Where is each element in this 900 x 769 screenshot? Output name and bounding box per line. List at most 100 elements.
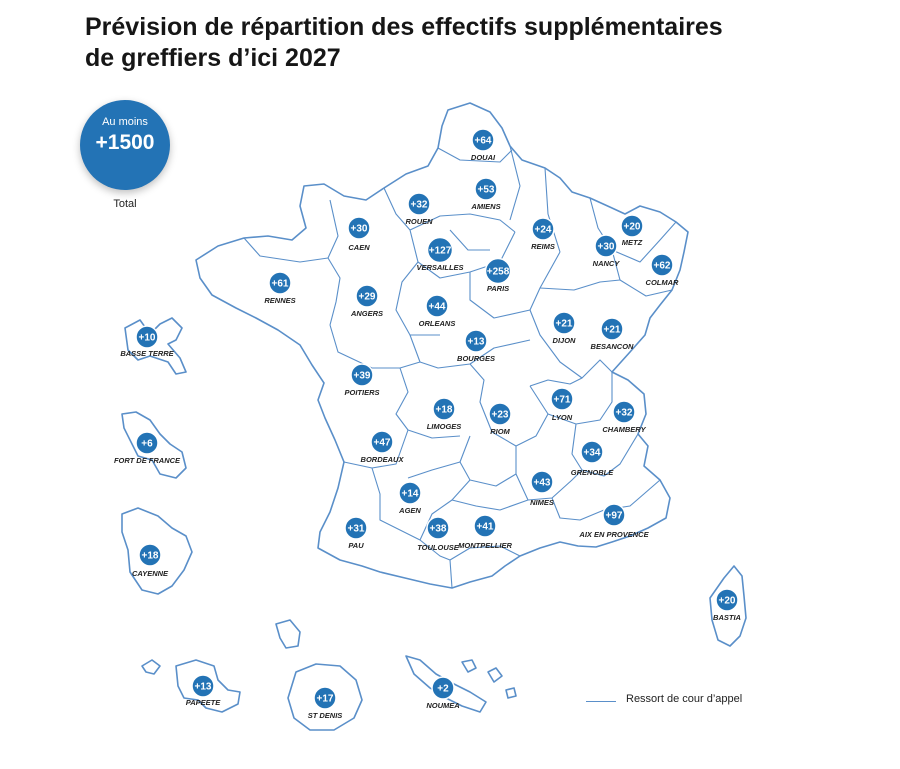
court-name-label: ANGERS [350, 309, 383, 318]
court-name-label: AIX EN PROVENCE [578, 530, 649, 539]
court-marker-limoges: +18 LIMOGES [427, 397, 462, 431]
court-marker-amiens: +53 AMIENS [470, 177, 501, 211]
court-name-label: ORLEANS [419, 319, 456, 328]
court-value: +6 [141, 439, 153, 450]
court-name-label: COLMAR [646, 278, 679, 287]
court-region-borders [243, 145, 677, 589]
court-marker-metz: +20 METZ [620, 214, 644, 247]
loyalty-islands-outline [461, 659, 477, 673]
court-marker-nimes: +43 NIMES [530, 470, 554, 507]
court-value: +30 [351, 224, 368, 235]
court-marker-colmar: +62 COLMAR [646, 253, 679, 287]
court-value: +13 [468, 337, 485, 348]
court-name-label: NOUMEA [426, 701, 459, 710]
court-badge-circle [471, 128, 495, 152]
court-name-label: DIJON [553, 336, 577, 345]
court-value: +71 [554, 395, 571, 406]
court-badge-circle [464, 329, 488, 353]
court-badge-circle [488, 402, 512, 426]
court-marker-cayenne: +18 CAYENNE [132, 543, 169, 578]
court-value: +62 [654, 261, 671, 272]
loyalty-islands-outline-2 [487, 667, 503, 683]
court-marker-fort-de-france: +6 FORT DE FRANCE [114, 431, 181, 465]
court-value: +32 [411, 200, 428, 211]
court-value: +17 [317, 694, 334, 705]
loyalty-islands-outline-3 [505, 687, 517, 699]
court-marker-riom: +23 RIOM [488, 402, 512, 436]
moorea-outline [141, 659, 161, 675]
new-caledonia-outline [405, 655, 487, 713]
title-line-1: Prévision de répartition des effectifs s… [85, 13, 723, 41]
court-marker-paris: +258 PARIS [484, 257, 512, 293]
court-badge-circle [650, 253, 674, 277]
court-marker-chambery: +32 CHAMBERY [602, 400, 647, 434]
court-name-label: GRENOBLE [571, 468, 615, 477]
court-value: +23 [492, 410, 509, 421]
court-marker-agen: +14 AGEN [398, 481, 422, 515]
court-name-label: LIMOGES [427, 422, 462, 431]
court-badge-circle [344, 516, 368, 540]
court-marker-reims: +24 REIMS [531, 217, 555, 251]
overseas-territories [121, 317, 747, 731]
mayotte-outline [275, 619, 301, 649]
court-value: +41 [477, 522, 494, 533]
court-name-label: POITIERS [344, 388, 379, 397]
court-badge-circle [432, 397, 456, 421]
court-name-label: BOURGES [457, 354, 495, 363]
court-marker-caen: +30 CAEN [347, 216, 371, 252]
court-value: +53 [478, 185, 495, 196]
court-name-label: RIOM [490, 427, 510, 436]
court-marker-toulouse: +38 TOULOUSE [417, 516, 460, 552]
court-marker-basse-terre: +10 BASSE TERRE [120, 325, 175, 358]
court-value: +39 [354, 371, 371, 382]
court-badge-circle [426, 516, 450, 540]
court-badge-circle [398, 481, 422, 505]
france-mainland-outline [195, 102, 689, 589]
court-value: +18 [436, 405, 453, 416]
court-name-label: FORT DE FRANCE [114, 456, 181, 465]
guadeloupe-outline [124, 317, 187, 375]
court-marker-nancy: +30 NANCY [593, 234, 620, 268]
total-value: +1500 [95, 131, 155, 154]
court-badge-circle [620, 214, 644, 238]
court-value: +21 [604, 325, 621, 336]
guyane-outline [121, 507, 193, 595]
court-value: +43 [534, 478, 551, 489]
court-badge-circle [347, 216, 371, 240]
court-value: +127 [429, 246, 452, 257]
court-marker-besancon: +21 BESANCON [591, 317, 635, 351]
court-badge-circle [268, 271, 292, 295]
court-badge-circle [580, 440, 604, 464]
court-marker-lyon: +71 LYON [550, 387, 574, 422]
court-badge-circle [138, 543, 162, 567]
court-marker-bourges: +13 BOURGES [457, 329, 495, 363]
court-badge-circle [530, 470, 554, 494]
court-value: +61 [272, 279, 289, 290]
court-badge-circle [431, 676, 455, 700]
court-value: +20 [719, 596, 736, 607]
court-name-label: BESANCON [591, 342, 635, 351]
court-name-label: CAYENNE [132, 569, 169, 578]
court-marker-aix-en-provence: +97 AIX EN PROVENCE [578, 503, 650, 539]
court-marker-st-denis: +17 ST DENIS [308, 686, 342, 720]
court-badges: +64 DOUAI +53 AMIENS +32 ROUEN +30 CAEN +127 VERS… [114, 128, 741, 720]
court-name-label: REIMS [531, 242, 555, 251]
court-badge-circle [612, 400, 636, 424]
court-marker-angers: +29 ANGERS [350, 284, 383, 318]
corsica-outline [709, 565, 747, 647]
court-value: +24 [535, 225, 552, 236]
court-value: +38 [430, 524, 447, 535]
court-name-label: PARIS [487, 284, 509, 293]
court-marker-rouen: +32 ROUEN [405, 192, 433, 226]
total-badge: Au moins +1500 [80, 100, 170, 190]
court-value: +13 [195, 682, 212, 693]
court-marker-dijon: +21 DIJON [552, 311, 577, 345]
court-name-label: BASSE TERRE [120, 349, 174, 358]
court-badge-circle [594, 234, 618, 258]
court-marker-douai: +64 DOUAI [471, 128, 496, 162]
court-marker-grenoble: +34 GRENOBLE [571, 440, 615, 477]
court-value: +97 [606, 511, 623, 522]
court-marker-versailles: +127 VERSAILLES [416, 236, 464, 272]
court-name-label: RENNES [264, 296, 295, 305]
